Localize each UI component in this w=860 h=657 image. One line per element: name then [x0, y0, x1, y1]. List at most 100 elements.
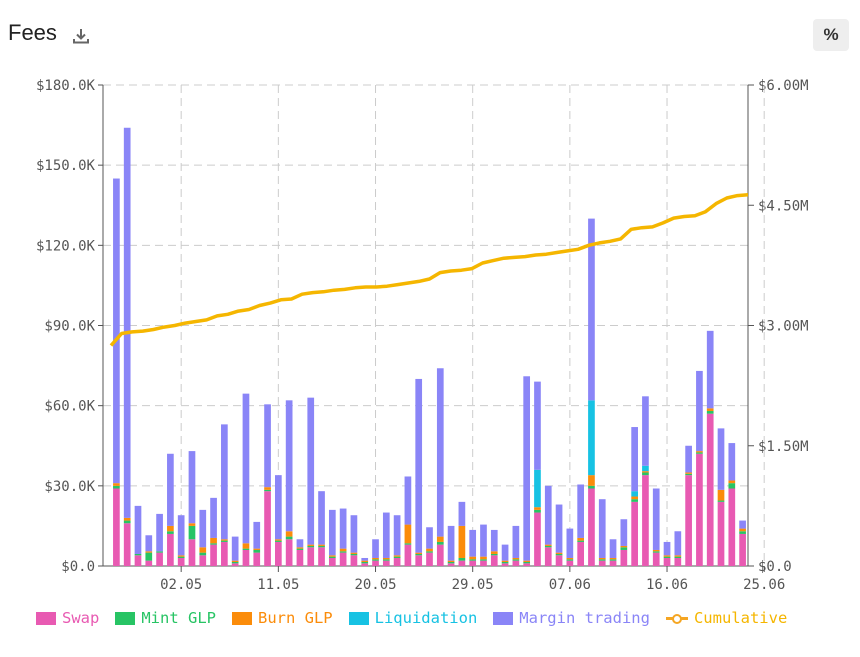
- bar-swap: [674, 557, 682, 566]
- bar-margin-trading: [620, 519, 628, 546]
- bar-swap: [739, 533, 746, 566]
- bar-swap: [696, 453, 703, 566]
- bar-margin-trading: [642, 396, 649, 466]
- bar-margin-trading: [652, 488, 660, 550]
- bar-burn-glp: [696, 451, 703, 453]
- bar-mint-glp: [296, 548, 304, 550]
- bar-swap: [544, 547, 552, 566]
- bar-swap: [480, 560, 487, 566]
- bar-swap: [264, 491, 271, 566]
- bar-burn-glp: [372, 557, 379, 560]
- bar-burn-glp: [642, 471, 649, 473]
- x-tick-label: 16.06: [646, 577, 688, 593]
- bar-mint-glp: [534, 509, 541, 513]
- bar-swap: [501, 563, 509, 566]
- bar-mint-glp: [361, 561, 369, 564]
- bar-margin-trading: [544, 485, 552, 545]
- bar-swap: [631, 501, 638, 566]
- bar-swap: [275, 541, 282, 566]
- bar-mint-glp: [523, 561, 531, 564]
- bar-margin-trading: [318, 491, 325, 545]
- bar-burn-glp: [188, 523, 196, 526]
- bar-margin-trading: [728, 443, 736, 481]
- bar-mint-glp: [685, 473, 692, 476]
- y-right-tick-label: $1.50M: [758, 439, 809, 455]
- y-left-tick-label: $90.0K: [44, 319, 95, 335]
- legend-label: Liquidation: [374, 609, 478, 627]
- bar-swap: [372, 560, 379, 566]
- bar-margin-trading: [253, 521, 261, 549]
- bar-burn-glp: [242, 543, 250, 549]
- bar-mint-glp: [706, 411, 714, 414]
- bar-mint-glp: [285, 536, 293, 540]
- bar-swap: [328, 557, 336, 566]
- bar-margin-trading: [523, 376, 531, 561]
- bar-swap: [113, 488, 120, 566]
- bar-swap: [177, 557, 185, 566]
- bar-mint-glp: [350, 553, 358, 556]
- bar-mint-glp: [588, 485, 595, 489]
- bar-swap: [469, 560, 477, 566]
- bar-margin-trading: [480, 524, 487, 557]
- bar-mint-glp: [113, 485, 120, 489]
- bar-margin-trading: [296, 539, 304, 548]
- bar-mint-glp: [221, 540, 228, 542]
- bar-margin-trading: [685, 445, 692, 473]
- bar-mint-glp: [253, 549, 261, 553]
- bar-liquidation: [631, 491, 638, 497]
- chart-title: Fees: [8, 20, 57, 45]
- legend-item-burn-glp[interactable]: Burn GLP: [231, 609, 333, 627]
- x-tick-label: 25.06: [743, 577, 785, 593]
- bar-mint-glp: [404, 543, 412, 545]
- percent-toggle-button[interactable]: %: [813, 19, 849, 51]
- bar-swap: [458, 560, 466, 566]
- x-tick-label: 11.05: [257, 577, 299, 593]
- bar-burn-glp: [231, 560, 239, 562]
- bar-margin-trading: [696, 370, 703, 452]
- fees-chart: $0.0 $30.0K $60.0K $90.0K $120.0K $150.0K $180…: [36, 78, 809, 593]
- bar-margin-trading: [134, 505, 142, 554]
- bar-margin-trading: [555, 504, 563, 553]
- bar-margin-trading: [566, 528, 574, 558]
- bar-swap: [221, 541, 228, 566]
- bar-mint-glp: [382, 559, 390, 561]
- bar-swap: [231, 563, 239, 566]
- bar-swap: [566, 560, 574, 566]
- bar-burn-glp: [555, 552, 563, 554]
- legend-item-cumulative[interactable]: Cumulative: [665, 609, 787, 627]
- bar-margin-trading: [210, 497, 217, 538]
- legend-item-liquidation[interactable]: Liquidation: [348, 609, 478, 627]
- bar-burn-glp: [253, 548, 261, 550]
- y-left-tick-label: $30.0K: [44, 479, 95, 495]
- bar-burn-glp: [674, 555, 682, 557]
- bar-swap: [706, 413, 714, 566]
- bar-margin-trading: [588, 218, 595, 401]
- bar-mint-glp: [123, 520, 131, 524]
- y-right-tick-label: $3.00M: [758, 319, 809, 335]
- legend-item-swap[interactable]: Swap: [36, 609, 99, 627]
- bar-margin-trading: [415, 378, 423, 553]
- bar-burn-glp: [523, 560, 531, 562]
- bar-margin-trading: [706, 330, 714, 409]
- legend-label: Burn GLP: [257, 609, 333, 627]
- bar-mint-glp: [609, 559, 617, 561]
- bar-swap: [307, 547, 315, 566]
- download-icon[interactable]: [72, 27, 90, 45]
- bar-burn-glp: [447, 560, 455, 562]
- legend-item-margin-trading[interactable]: Margin trading: [493, 609, 650, 627]
- bar-margin-trading: [490, 529, 498, 552]
- bar-margin-trading: [145, 535, 153, 552]
- bar-swap: [134, 555, 142, 566]
- bar-margin-trading: [350, 515, 358, 553]
- bar-margin-trading: [512, 525, 520, 558]
- bar-swap: [318, 547, 325, 566]
- y-left-tick-label: $150.0K: [36, 158, 96, 174]
- bar-swap: [145, 560, 153, 566]
- legend-swatch: [493, 611, 514, 625]
- bar-margin-trading: [382, 512, 390, 558]
- bar-burn-glp: [426, 548, 433, 552]
- bar-mint-glp: [318, 545, 325, 548]
- bar-burn-glp: [177, 555, 185, 557]
- bar-liquidation: [642, 465, 649, 472]
- legend-item-mint-glp[interactable]: Mint GLP: [115, 609, 216, 627]
